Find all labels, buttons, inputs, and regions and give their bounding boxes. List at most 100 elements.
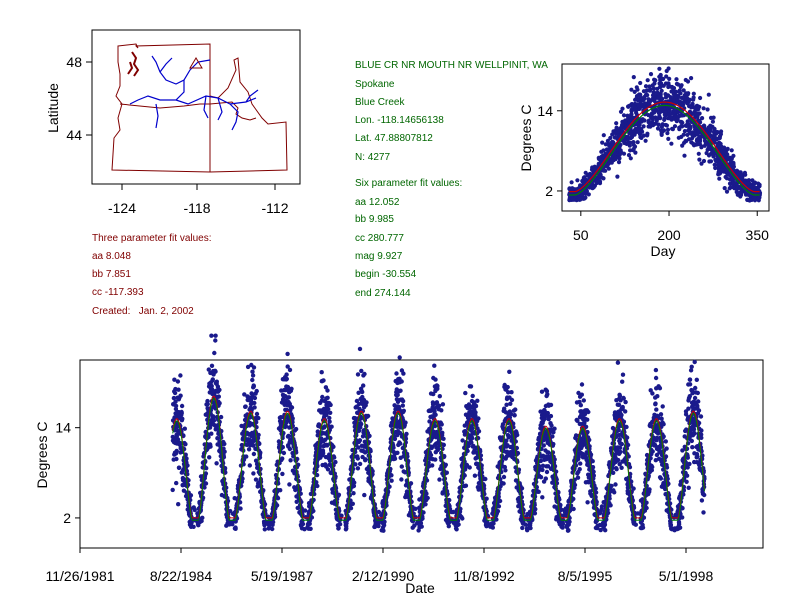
timeseries-point [253, 458, 259, 463]
six-param-cc: cc 280.777 [355, 233, 404, 244]
timeseries-point [315, 483, 320, 489]
seasonal-point [701, 106, 706, 111]
seasonal-point [657, 81, 662, 86]
timeseries-point [658, 412, 664, 417]
timeseries-point [624, 435, 630, 440]
timeseries-point [619, 465, 624, 470]
seasonal-point [716, 172, 721, 177]
timeseries-point [359, 368, 364, 374]
timeseries-point [578, 461, 583, 466]
timeseries-point [593, 486, 598, 491]
timeseries-point [439, 422, 444, 427]
seasonal-point [636, 127, 641, 132]
seasonal-point [653, 78, 658, 83]
seasonal-point [662, 117, 667, 122]
timeseries-point [560, 521, 566, 527]
seasonal-point [694, 111, 699, 116]
map-xtick: -118 [184, 200, 211, 216]
timeseries-point [173, 403, 179, 409]
timeseries-point [178, 393, 183, 398]
timeseries-point [503, 468, 508, 473]
seasonal-point [612, 156, 617, 162]
timeseries-point [567, 519, 572, 524]
timeseries-point [254, 411, 260, 417]
timeseries-point [608, 503, 613, 508]
timeseries-point [467, 465, 472, 470]
seasonal-point [569, 180, 574, 185]
timeseries-point [650, 449, 655, 454]
seasonal-point [628, 156, 633, 161]
seasonal-point [669, 85, 674, 90]
timeseries-point [363, 457, 368, 462]
seasonal-point [689, 105, 694, 110]
timeseries-point [413, 515, 418, 520]
timeseries-point [209, 431, 214, 436]
timeseries-point [395, 450, 400, 455]
timeseries-point [308, 526, 313, 531]
timeseries-point [174, 456, 179, 462]
seasonal-ytick-label: 2 [545, 183, 553, 199]
seasonal-point [679, 83, 684, 88]
seasonal-point [717, 176, 722, 181]
seasonal-fits [569, 101, 760, 196]
seasonal-point [650, 93, 656, 98]
seasonal-point [605, 138, 611, 143]
timeseries-point [206, 367, 211, 372]
timeseries-point [507, 369, 512, 374]
timeseries-point [332, 455, 337, 460]
seasonal-point [708, 146, 713, 151]
seasonal-point [641, 124, 646, 129]
timeseries-point [237, 500, 243, 505]
timeseries-point [631, 486, 636, 491]
timeseries-point [328, 410, 333, 415]
timeseries-point [222, 449, 227, 454]
seasonal-point [717, 143, 722, 148]
timeseries-point [546, 450, 551, 455]
timeseries-point [505, 384, 510, 390]
timeseries-point [460, 516, 465, 521]
timeseries-point [540, 495, 545, 500]
seasonal-point [724, 176, 730, 181]
seasonal-point [706, 153, 712, 158]
seasonal-point [679, 123, 684, 129]
seasonal-point [690, 101, 695, 106]
site-n: N: 4277 [355, 152, 390, 163]
seasonal-point [596, 156, 602, 161]
seasonal-point [656, 110, 661, 115]
timeseries-point [242, 392, 247, 397]
seasonal-point [613, 130, 619, 135]
timeseries-point [619, 441, 624, 447]
timeseries-point [603, 528, 608, 533]
timeseries-point [203, 471, 209, 476]
timeseries-point [612, 490, 617, 495]
timeseries-point [618, 449, 623, 455]
seasonal-point [638, 95, 643, 100]
puget-sound [127, 51, 140, 77]
timeseries-point [428, 452, 434, 458]
seasonal-point [591, 185, 596, 190]
seasonal-point [665, 131, 670, 136]
seasonal-point [745, 197, 750, 202]
seasonal-point [631, 104, 637, 109]
seasonal-point [628, 148, 633, 153]
timeseries-point [433, 457, 438, 462]
seasonal-point [710, 119, 716, 124]
seasonal-point [707, 132, 712, 137]
timeseries-point [245, 364, 251, 370]
timeseries-point [327, 419, 332, 424]
timeseries-point [176, 502, 181, 507]
timeseries-point [616, 402, 622, 407]
timeseries-point [401, 408, 406, 413]
three-param-fit-line [569, 101, 760, 193]
timeseries-point [501, 481, 506, 486]
timeseries-point [470, 426, 475, 431]
timeseries-point [209, 363, 215, 368]
seasonal-point [580, 192, 585, 197]
timeseries-point [613, 482, 618, 487]
seasonal-point [752, 196, 757, 201]
seasonal-point [626, 153, 632, 158]
timeseries-point [251, 365, 257, 370]
timeseries-point [609, 483, 614, 489]
timeseries-point [182, 426, 187, 431]
seasonal-xlabel: Day [651, 243, 676, 259]
